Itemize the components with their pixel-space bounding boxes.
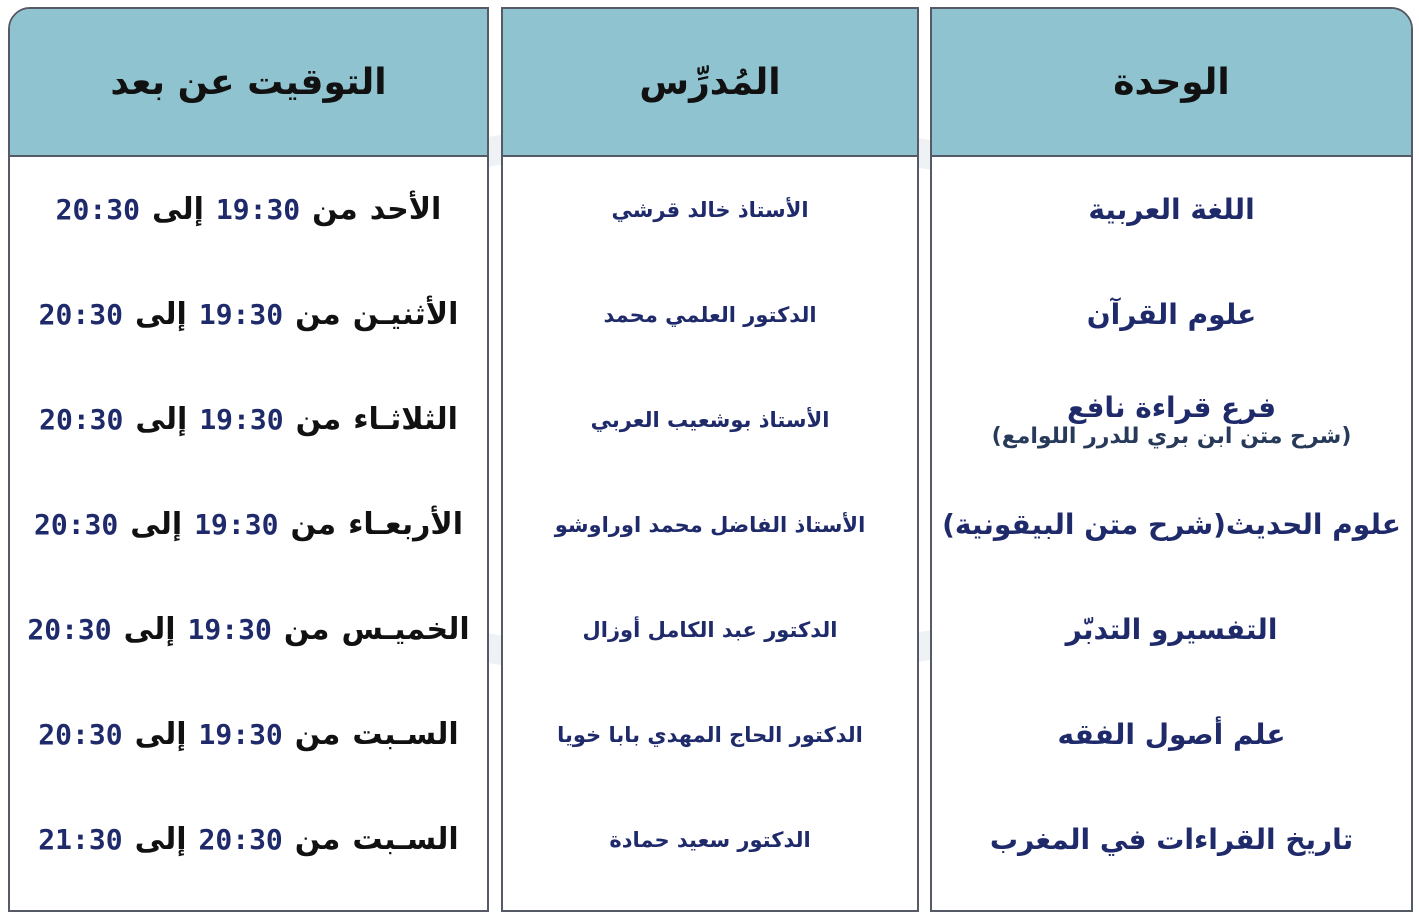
teacher-name: الدكتور سعيد حمادة xyxy=(609,827,811,852)
start-time: 20:30 xyxy=(198,823,283,856)
unit-cell: علم أصول الفقه xyxy=(932,682,1411,787)
to-word: إلى xyxy=(134,297,187,332)
time-cell: الخميـس من 19:30 إلى 20:30 xyxy=(10,577,487,682)
end-time: 20:30 xyxy=(33,508,119,541)
unit-cell: تاريخ القراءات في المغرب xyxy=(932,787,1411,892)
from-word: من xyxy=(295,297,341,332)
to-word: إلى xyxy=(134,822,187,857)
start-time: 19:30 xyxy=(187,613,272,646)
unit-name: علوم القرآن xyxy=(1086,298,1257,331)
unit-name: تاريخ القراءات في المغرب xyxy=(989,823,1354,856)
day-name: السـبت xyxy=(352,717,459,752)
teacher-name: الدكتور الحاج المهدي بابا خويا xyxy=(557,722,863,747)
time-cell: الأثنيـن من 19:30 إلى 20:30 xyxy=(10,262,487,367)
teacher-cell: الأستاذ الفاضل محمد اوراوشو xyxy=(503,472,917,577)
end-time: 20:30 xyxy=(55,193,140,226)
to-word: إلى xyxy=(135,402,188,437)
day-name: الخميـس xyxy=(341,612,470,647)
day-name: الثلاثـاء xyxy=(353,402,458,437)
teacher-cell: الأستاذ بوشعيب العربي xyxy=(503,367,917,472)
end-time: 21:30 xyxy=(38,823,123,856)
from-word: من xyxy=(295,402,342,437)
to-word: إلى xyxy=(134,717,187,752)
time-cell: الثلاثـاء من 19:30 إلى 20:30 xyxy=(10,367,487,472)
from-word: من xyxy=(283,612,330,647)
day-name: السـبت xyxy=(352,822,459,857)
teacher-cell: الدكتور عبد الكامل أوزال xyxy=(503,577,917,682)
teacher-cell: الدكتور الحاج المهدي بابا خويا xyxy=(503,682,917,787)
unit-name: فرع قراءة نافع xyxy=(1066,390,1277,424)
start-time: 19:30 xyxy=(198,718,283,751)
teacher-name: الأستاذ الفاضل محمد اوراوشو xyxy=(554,512,866,537)
unit-name: علم أصول الفقه xyxy=(1057,718,1286,751)
from-word: من xyxy=(290,507,337,542)
end-time: 20:30 xyxy=(38,298,123,331)
header-unit: الوحدة xyxy=(932,9,1411,157)
start-time: 19:30 xyxy=(194,508,279,541)
teacher-cell: الدكتور سعيد حمادة xyxy=(503,787,917,892)
teacher-cell: الدكتور العلمي محمد xyxy=(503,262,917,367)
end-time: 20:30 xyxy=(38,718,123,751)
unit-name: اللغة العربية xyxy=(1088,193,1255,226)
header-time: التوقيت عن بعد xyxy=(10,9,487,157)
to-word: إلى xyxy=(151,192,204,227)
unit-subtitle: (شرح متن ابن بري للدرر اللوامع) xyxy=(991,423,1352,449)
end-time: 20:30 xyxy=(27,613,112,646)
unit-cell: اللغة العربية xyxy=(932,157,1411,262)
column-teacher: المُدرِّس الأستاذ خالد قرشي الدكتور العلم… xyxy=(501,7,919,912)
teacher-cell: الأستاذ خالد قرشي xyxy=(503,157,917,262)
teacher-name: الدكتور العلمي محمد xyxy=(603,302,817,327)
teacher-name: الدكتور عبد الكامل أوزال xyxy=(582,617,838,642)
column-time: التوقيت عن بعد الأحد من 19:30 إلى 20:30 الأثن… xyxy=(8,7,489,912)
column-unit: الوحدة اللغة العربية علوم القرآن فرع قراءة… xyxy=(930,7,1413,912)
time-cell: الأربعـاء من 19:30 إلى 20:30 xyxy=(10,472,487,577)
unit-cell: فرع قراءة نافع (شرح متن ابن بري للدرر الل… xyxy=(932,367,1411,472)
start-time: 19:30 xyxy=(198,298,284,331)
unit-name: التفسيرو التدبّر xyxy=(1065,613,1278,646)
day-name: الأحد xyxy=(369,192,442,227)
unit-cell: علوم الحديث(شرح متن البيقونية) xyxy=(932,472,1411,577)
from-word: من xyxy=(294,822,341,857)
day-name: الأربعـاء xyxy=(348,507,464,542)
unit-name: علوم الحديث(شرح متن البيقونية) xyxy=(942,508,1401,541)
from-word: من xyxy=(312,192,358,227)
unit-cell: التفسيرو التدبّر xyxy=(932,577,1411,682)
to-word: إلى xyxy=(123,612,176,647)
from-word: من xyxy=(294,717,341,752)
end-time: 20:30 xyxy=(39,403,124,436)
teacher-name: الأستاذ خالد قرشي xyxy=(611,197,809,222)
start-time: 19:30 xyxy=(215,193,301,226)
header-teacher: المُدرِّس xyxy=(503,9,917,157)
time-cell: الأحد من 19:30 إلى 20:30 xyxy=(10,157,487,262)
teacher-name: الأستاذ بوشعيب العربي xyxy=(590,407,830,432)
start-time: 19:30 xyxy=(199,403,284,436)
time-cell: السـبت من 19:30 إلى 20:30 xyxy=(10,682,487,787)
time-cell: السـبت من 20:30 إلى 21:30 xyxy=(10,787,487,892)
day-name: الأثنيـن xyxy=(352,297,459,332)
unit-cell: علوم القرآن xyxy=(932,262,1411,367)
to-word: إلى xyxy=(130,507,183,542)
